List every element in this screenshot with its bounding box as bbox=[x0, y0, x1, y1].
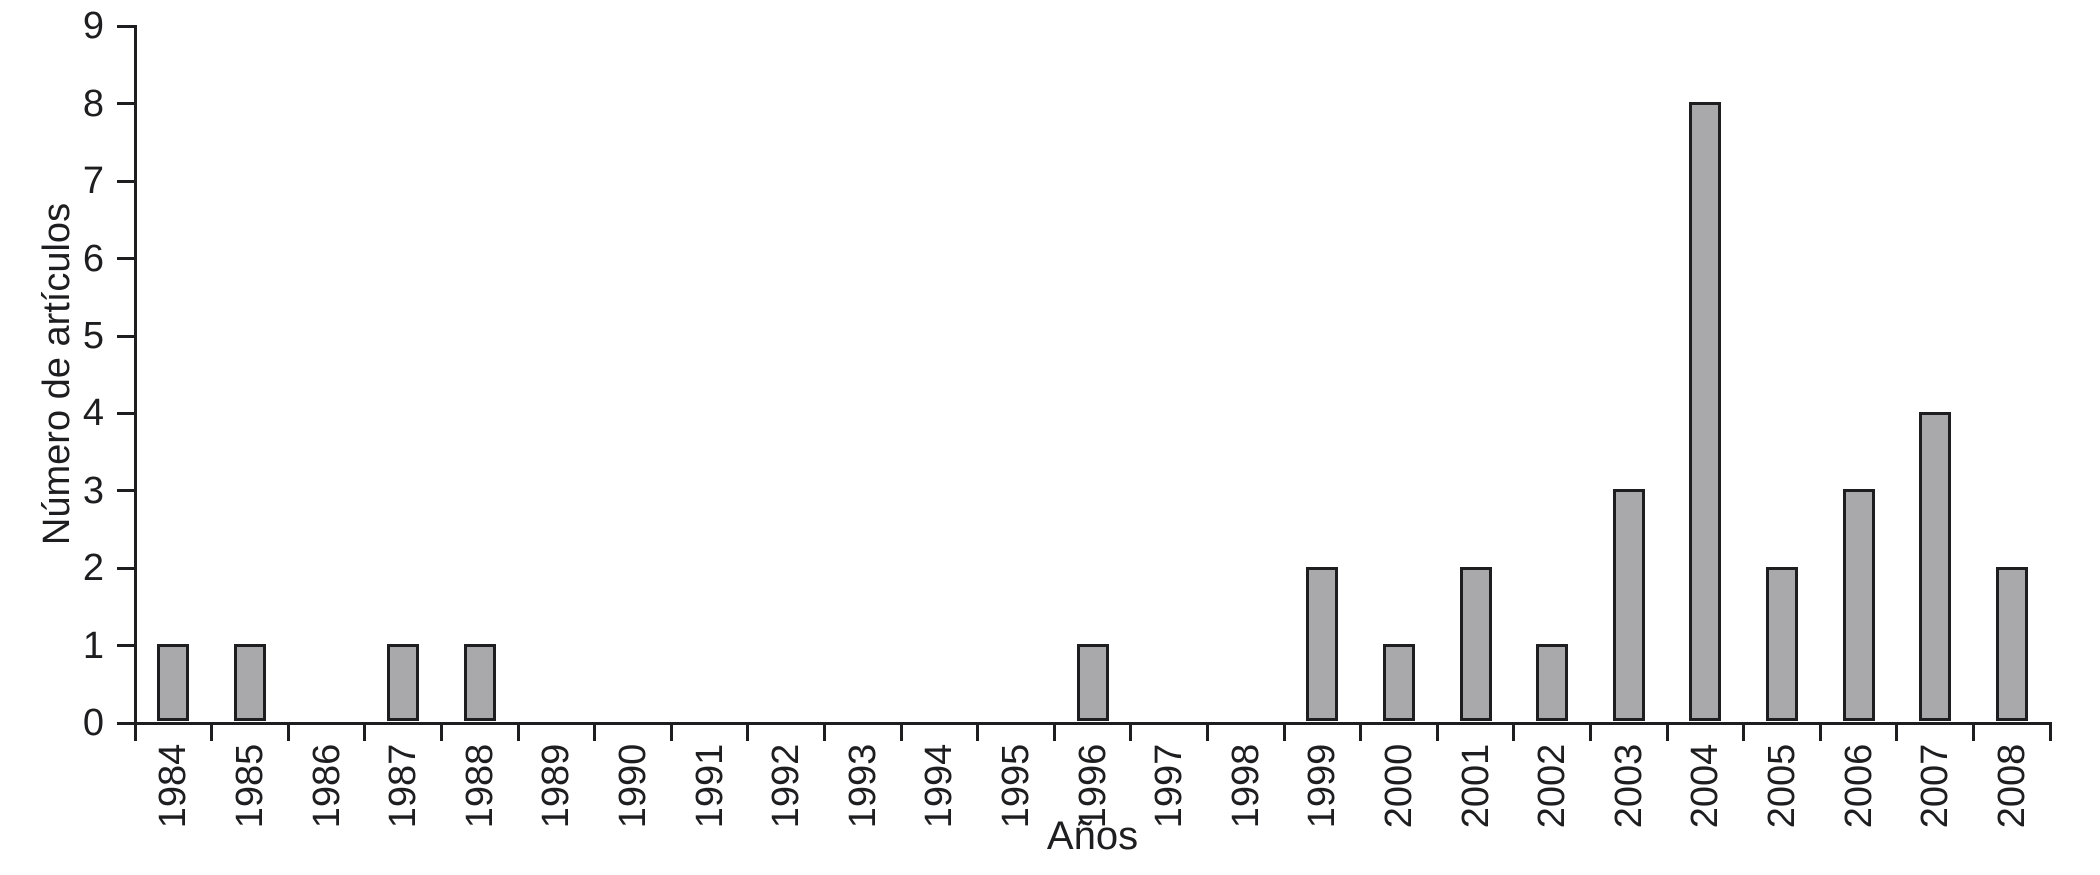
y-tick-label: 4 bbox=[82, 392, 104, 435]
x-tick-label-1985: 1985 bbox=[228, 743, 271, 829]
x-tick-label-1999: 1999 bbox=[1301, 743, 1344, 829]
x-tick-label-2005: 2005 bbox=[1760, 743, 1803, 829]
x-tick bbox=[1971, 724, 1975, 741]
x-tick-label-1987: 1987 bbox=[382, 743, 425, 829]
x-tick bbox=[1205, 724, 1209, 741]
x-tick bbox=[133, 724, 137, 741]
y-tick-label: 5 bbox=[82, 315, 104, 357]
x-tick bbox=[1588, 724, 1592, 741]
bar-1987 bbox=[387, 644, 420, 722]
x-tick bbox=[1665, 724, 1669, 741]
x-tick bbox=[1818, 724, 1822, 741]
y-tick-label: 8 bbox=[82, 82, 104, 125]
x-tick-label-1986: 1986 bbox=[305, 743, 348, 829]
y-tick bbox=[116, 566, 134, 570]
x-tick bbox=[746, 724, 750, 741]
x-tick bbox=[593, 724, 597, 741]
x-tick bbox=[2048, 724, 2052, 741]
x-tick bbox=[1512, 724, 1516, 741]
y-tick bbox=[116, 644, 134, 648]
x-tick bbox=[439, 724, 443, 741]
y-tick-label: 9 bbox=[82, 5, 104, 48]
x-tick-label-2007: 2007 bbox=[1914, 743, 1957, 829]
y-tick-label: 2 bbox=[82, 547, 104, 590]
bar-2001 bbox=[1459, 566, 1492, 722]
y-tick bbox=[116, 334, 134, 338]
bar-1999 bbox=[1306, 566, 1339, 722]
x-tick bbox=[976, 724, 980, 741]
y-tick-label: 6 bbox=[82, 237, 104, 280]
x-tick-label-2004: 2004 bbox=[1684, 743, 1727, 829]
y-tick bbox=[116, 102, 134, 106]
x-tick bbox=[516, 724, 520, 741]
x-axis-title: Años bbox=[1046, 814, 1139, 858]
bar-2006 bbox=[1842, 489, 1875, 722]
x-tick-label-1993: 1993 bbox=[841, 743, 884, 829]
x-tick bbox=[363, 724, 367, 741]
x-tick-label-1988: 1988 bbox=[458, 743, 501, 829]
y-tick-label: 3 bbox=[82, 469, 104, 512]
bar-2008 bbox=[1995, 566, 2028, 722]
x-tick-label-1992: 1992 bbox=[765, 743, 808, 829]
x-tick-label-1989: 1989 bbox=[535, 743, 578, 829]
x-axis-line bbox=[133, 721, 2052, 725]
y-tick-label: 7 bbox=[82, 160, 104, 203]
x-tick-label-2008: 2008 bbox=[1990, 743, 2033, 829]
x-tick-label-1984: 1984 bbox=[152, 743, 195, 829]
x-tick-label-2000: 2000 bbox=[1377, 743, 1420, 829]
x-tick bbox=[286, 724, 290, 741]
bar-2002 bbox=[1536, 644, 1569, 722]
bar-2000 bbox=[1382, 644, 1415, 722]
x-tick bbox=[1052, 724, 1056, 741]
x-tick bbox=[822, 724, 826, 741]
y-tick bbox=[116, 179, 134, 183]
x-tick bbox=[1129, 724, 1133, 741]
bar-1988 bbox=[463, 644, 496, 722]
bar-2004 bbox=[1689, 102, 1722, 722]
y-tick-label: 0 bbox=[82, 702, 104, 744]
x-tick bbox=[1742, 724, 1746, 741]
x-tick bbox=[1359, 724, 1363, 741]
x-tick-label-1990: 1990 bbox=[611, 743, 654, 829]
x-tick bbox=[1435, 724, 1439, 741]
y-tick bbox=[116, 489, 134, 493]
bar-1984 bbox=[157, 644, 190, 722]
bar-2007 bbox=[1919, 411, 1952, 722]
y-tick bbox=[116, 24, 134, 28]
x-tick bbox=[899, 724, 903, 741]
x-tick-label-2006: 2006 bbox=[1837, 743, 1880, 829]
bar-2005 bbox=[1765, 566, 1798, 722]
y-tick bbox=[116, 721, 134, 725]
bar-2003 bbox=[1612, 489, 1645, 722]
x-tick bbox=[210, 724, 214, 741]
y-tick bbox=[116, 411, 134, 415]
y-tick bbox=[116, 257, 134, 261]
bar-1996 bbox=[1076, 644, 1109, 722]
x-tick bbox=[1895, 724, 1899, 741]
y-axis-title: Número de artículos bbox=[36, 202, 78, 546]
x-tick-label-1991: 1991 bbox=[688, 743, 731, 829]
x-tick bbox=[1282, 724, 1286, 741]
x-tick-label-2003: 2003 bbox=[1607, 743, 1650, 829]
x-tick bbox=[669, 724, 673, 741]
y-axis-line bbox=[133, 24, 137, 725]
y-tick-label: 1 bbox=[82, 624, 104, 667]
bar-1985 bbox=[233, 644, 266, 722]
x-tick-label-2002: 2002 bbox=[1531, 743, 1574, 829]
x-tick-label-2001: 2001 bbox=[1454, 743, 1497, 829]
